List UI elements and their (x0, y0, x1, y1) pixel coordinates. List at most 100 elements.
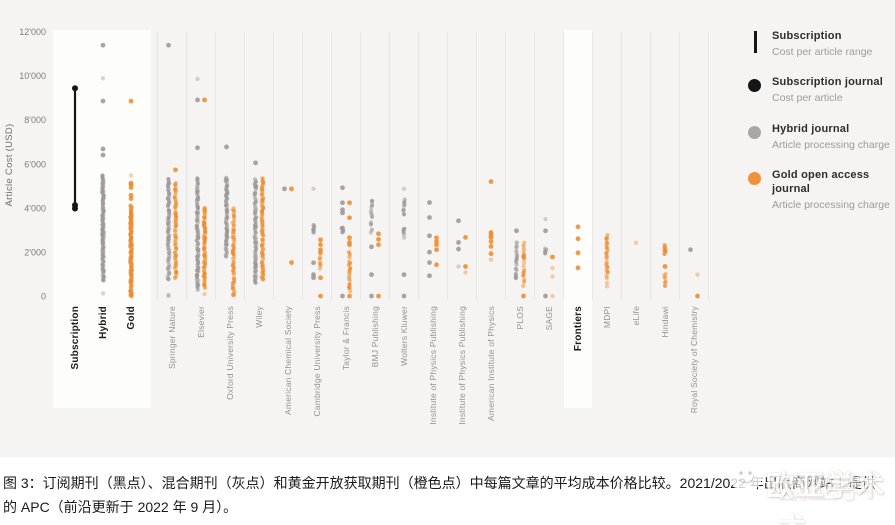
legend-item-subscription-journal: Subscription journal Cost per article (748, 76, 894, 105)
data-point (604, 245, 610, 251)
data-point (434, 235, 439, 241)
data-point (101, 273, 106, 279)
data-point (174, 269, 179, 274)
data-point (663, 279, 668, 284)
data-point (195, 204, 200, 209)
data-point (604, 273, 609, 278)
data-point (369, 293, 374, 299)
x-axis-label: Oxford University Press (225, 306, 235, 400)
legend-title: Subscription journal (772, 76, 883, 89)
data-point (173, 273, 179, 279)
data-point (376, 231, 381, 237)
y-tick-label: 8'000 (24, 115, 46, 125)
data-point (100, 152, 106, 158)
data-point (259, 215, 264, 221)
data-point (347, 242, 352, 248)
legend-item-gold-oa-journal: Gold open access journal Article process… (748, 169, 894, 212)
data-point (253, 190, 258, 195)
data-point (231, 276, 237, 281)
data-point (347, 215, 352, 221)
data-point (340, 293, 345, 299)
data-point (522, 277, 527, 282)
data-point (282, 186, 287, 192)
data-point (369, 198, 375, 203)
data-point (605, 270, 610, 275)
data-point (166, 177, 171, 182)
data-point (173, 232, 178, 237)
data-point (318, 260, 323, 265)
data-point (259, 228, 265, 233)
data-point (196, 278, 201, 283)
legend-item-subscription-range: Subscription Cost per article range (748, 30, 894, 59)
data-point (521, 250, 526, 255)
data-point (434, 242, 439, 248)
x-axis-label: MDPI (602, 306, 612, 328)
y-tick-label: 12'000 (19, 27, 46, 37)
data-point (369, 203, 375, 208)
data-point (166, 208, 172, 213)
data-point (513, 272, 518, 277)
column-hindawi (662, 242, 668, 288)
data-point (514, 228, 519, 234)
data-point (695, 272, 700, 277)
data-point (347, 235, 352, 241)
data-point (224, 175, 229, 180)
data-point (521, 254, 526, 259)
data-point (543, 228, 548, 234)
column-wiley (252, 160, 266, 285)
data-point (521, 247, 526, 252)
x-axis-label: Hybrid (98, 306, 109, 339)
column-elsevier (194, 76, 208, 297)
x-axis-label: Cambridge University Press (312, 306, 322, 417)
data-point (521, 260, 527, 265)
data-point (129, 283, 134, 289)
column-bmj-publishing (368, 198, 381, 299)
x-axis-label: Hindawi (660, 306, 670, 338)
data-point (347, 285, 352, 290)
data-point (604, 240, 609, 245)
data-point (521, 293, 526, 299)
data-point (128, 192, 134, 198)
data-point (543, 216, 548, 222)
column-oxford-university-press (223, 144, 237, 298)
data-point (456, 240, 461, 245)
column-wolters-kluwer (401, 186, 407, 299)
column-american-institute-of-physics (488, 179, 494, 262)
data-point (575, 265, 581, 271)
column-mdpi (604, 232, 610, 289)
data-point (253, 160, 258, 166)
data-point (173, 245, 179, 251)
data-point (662, 275, 668, 280)
range-line-icon (754, 31, 757, 53)
data-point (167, 270, 172, 276)
data-point (100, 42, 106, 48)
data-point (195, 272, 200, 277)
x-axis-label: American Chemical Society (283, 305, 293, 414)
data-point (202, 291, 207, 297)
data-point (167, 253, 172, 259)
data-point (260, 237, 265, 242)
data-point (369, 214, 375, 219)
data-point (456, 218, 461, 224)
data-point (663, 271, 668, 276)
data-point (195, 215, 200, 220)
y-tick-label: 4'000 (24, 203, 46, 213)
x-axis-label: Institute of Physics Publishing (457, 306, 467, 425)
data-point (401, 212, 407, 217)
legend-subtitle: Article processing charge (772, 198, 890, 211)
data-point (194, 223, 199, 228)
data-point (514, 243, 519, 248)
legend-item-hybrid-journal: Hybrid journal Article processing charge (748, 123, 894, 152)
data-point (340, 185, 345, 191)
data-point (346, 250, 352, 255)
data-point (347, 293, 352, 299)
x-axis-label: Gold (126, 306, 137, 330)
data-point (100, 173, 105, 178)
data-point (224, 144, 229, 150)
data-point (194, 210, 199, 215)
data-point (172, 228, 177, 233)
data-point (543, 293, 548, 299)
data-point (488, 257, 494, 262)
column-american-chemical-society (282, 186, 294, 265)
